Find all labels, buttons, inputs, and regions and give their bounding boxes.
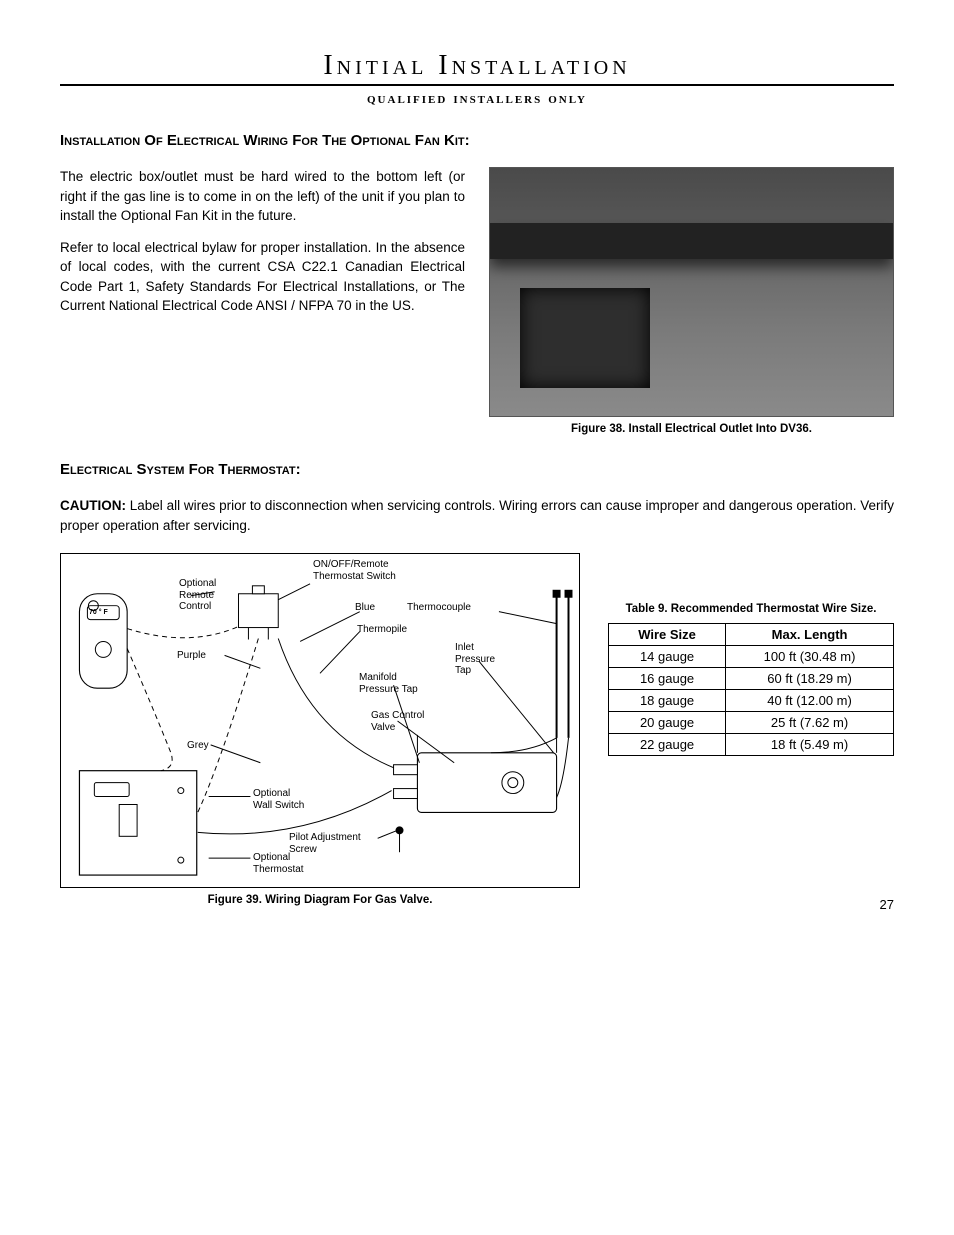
- lbl-onoff: ON/OFF/RemoteThermostat Switch: [313, 559, 396, 582]
- lbl-thermocouple: Thermocouple: [407, 602, 471, 614]
- lbl-grey: Grey: [187, 740, 209, 752]
- lbl-thermopile: Thermopile: [357, 624, 407, 636]
- table9: Wire Size Max. Length 14 gauge100 ft (30…: [608, 623, 894, 756]
- lbl-gasvalve: Gas ControlValve: [371, 710, 424, 733]
- figure-39-diagram: ON/OFF/RemoteThermostat Switch OptionalR…: [60, 553, 580, 888]
- figure-38-photo: [489, 167, 894, 417]
- lbl-wallswitch: OptionalWall Switch: [253, 788, 304, 811]
- caution-label: CAUTION:: [60, 498, 126, 513]
- lbl-inlet: InletPressureTap: [455, 642, 495, 677]
- table-row: 20 gauge25 ft (7.62 m): [609, 712, 894, 734]
- lbl-blue: Blue: [355, 602, 375, 614]
- figure-39-caption: Figure 39. Wiring Diagram For Gas Valve.: [60, 894, 580, 906]
- figure-38-caption: Figure 38. Install Electrical Outlet Int…: [489, 423, 894, 435]
- lbl-temp: 70 ° F: [89, 609, 108, 617]
- table-row: Wire Size Max. Length: [609, 624, 894, 646]
- table-row: 16 gauge60 ft (18.29 m): [609, 668, 894, 690]
- lbl-purple: Purple: [177, 650, 206, 662]
- table-row: 18 gauge40 ft (12.00 m): [609, 690, 894, 712]
- section1-para1: The electric box/outlet must be hard wir…: [60, 167, 465, 226]
- section1-heading: Installation Of Electrical Wiring For Th…: [60, 132, 894, 149]
- lbl-thermostat: OptionalThermostat: [253, 852, 304, 875]
- section2-heading: Electrical System For Thermostat:: [60, 461, 894, 478]
- page-title: Initial Installation: [60, 50, 894, 86]
- section1-para2: Refer to local electrical bylaw for prop…: [60, 238, 465, 316]
- page-subtitle: qualified installers only: [60, 90, 894, 108]
- page-number: 27: [880, 897, 894, 912]
- table-row: 22 gauge18 ft (5.49 m): [609, 734, 894, 756]
- table-row: 14 gauge100 ft (30.48 m): [609, 646, 894, 668]
- th-max-length: Max. Length: [726, 624, 894, 646]
- caution-block: CAUTION: Label all wires prior to discon…: [60, 496, 894, 535]
- table9-caption: Table 9. Recommended Thermostat Wire Siz…: [608, 603, 894, 615]
- th-wire-size: Wire Size: [609, 624, 726, 646]
- caution-text: Label all wires prior to disconnection w…: [60, 498, 894, 533]
- lbl-manifold: ManifoldPressure Tap: [359, 672, 418, 695]
- lbl-remote: OptionalRemoteControl: [179, 578, 216, 613]
